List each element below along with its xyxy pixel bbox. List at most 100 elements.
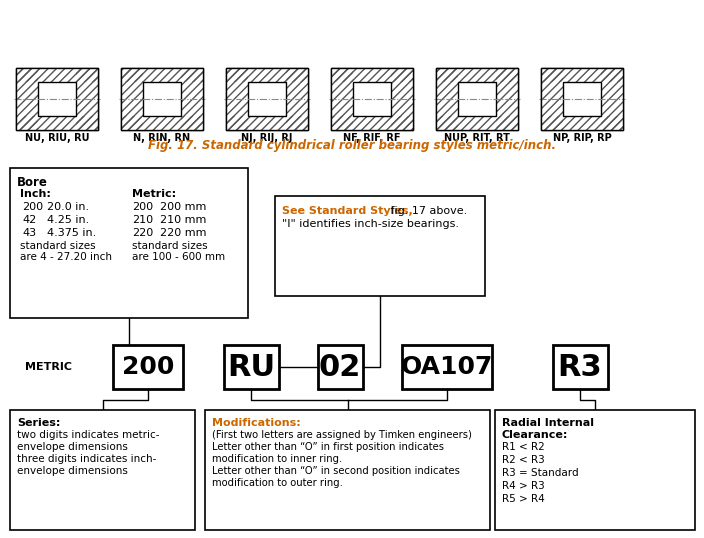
Text: Bore: Bore	[17, 176, 48, 189]
Bar	[286, 68, 308, 130]
Bar	[391, 68, 413, 130]
Bar	[38, 82, 76, 116]
Text: 200: 200	[132, 202, 153, 212]
Bar	[541, 68, 623, 130]
Bar	[331, 68, 413, 130]
Bar	[458, 82, 496, 116]
Bar	[226, 68, 308, 130]
Text: 4.375 in.: 4.375 in.	[47, 228, 96, 238]
Bar	[496, 68, 518, 130]
Bar	[248, 82, 286, 116]
Text: 43: 43	[22, 228, 36, 238]
Bar	[318, 345, 363, 389]
Bar	[436, 68, 518, 82]
Bar	[601, 68, 623, 130]
Bar	[10, 410, 195, 530]
Bar	[436, 116, 518, 130]
Bar	[553, 345, 608, 389]
Text: METRIC: METRIC	[25, 362, 72, 372]
Text: Clearance:: Clearance:	[502, 430, 568, 440]
Bar	[10, 168, 248, 318]
Bar	[226, 68, 308, 82]
Text: Modifications:: Modifications:	[212, 418, 301, 428]
Text: OA107: OA107	[401, 355, 494, 379]
Bar	[121, 68, 203, 82]
Text: 4.25 in.: 4.25 in.	[47, 215, 89, 225]
Text: 220 mm: 220 mm	[160, 228, 206, 238]
Text: RU: RU	[227, 352, 275, 381]
Bar	[181, 68, 203, 130]
Text: R4 > R3: R4 > R3	[502, 481, 545, 491]
Text: 200: 200	[22, 202, 43, 212]
Text: are 4 - 27.20 inch: are 4 - 27.20 inch	[20, 252, 112, 262]
Text: 42: 42	[22, 215, 36, 225]
Text: NJ, RIJ, RJ: NJ, RIJ, RJ	[241, 133, 293, 143]
Bar	[331, 68, 413, 130]
Bar	[436, 116, 518, 130]
Text: (First two letters are assigned by Timken engineers): (First two letters are assigned by Timke…	[212, 430, 472, 440]
Text: NUP, RIT, RT: NUP, RIT, RT	[444, 133, 510, 143]
Bar	[223, 345, 279, 389]
Bar	[286, 68, 308, 130]
Bar	[121, 68, 143, 130]
Text: modification to outer ring.: modification to outer ring.	[212, 478, 343, 488]
Bar	[331, 116, 413, 130]
Bar	[331, 68, 413, 82]
Text: 02: 02	[319, 352, 361, 381]
Text: Series:: Series:	[17, 418, 61, 428]
Bar	[226, 68, 308, 130]
Bar	[436, 68, 458, 130]
Bar	[331, 116, 413, 130]
Bar	[143, 82, 181, 116]
Text: Metric:: Metric:	[132, 189, 176, 199]
Bar	[205, 410, 490, 530]
Text: 20.0 in.: 20.0 in.	[47, 202, 89, 212]
Text: Radial Internal: Radial Internal	[502, 418, 594, 428]
Bar	[16, 68, 38, 130]
Text: standard sizes: standard sizes	[132, 241, 208, 251]
Bar	[436, 68, 458, 130]
Bar	[541, 116, 623, 130]
Text: R1 < R2: R1 < R2	[502, 442, 545, 452]
Text: modification to inner ring.: modification to inner ring.	[212, 454, 342, 464]
Text: two digits indicates metric-: two digits indicates metric-	[17, 430, 160, 440]
Bar	[121, 116, 203, 130]
Bar	[16, 68, 98, 130]
Bar	[495, 410, 695, 530]
Text: NU, RIU, RU: NU, RIU, RU	[25, 133, 89, 143]
Bar	[331, 68, 353, 130]
Text: three digits indicates inch-: three digits indicates inch-	[17, 454, 156, 464]
Text: R3 = Standard: R3 = Standard	[502, 468, 579, 478]
Bar	[76, 68, 98, 130]
Bar	[226, 116, 308, 130]
Bar	[16, 68, 38, 130]
Bar	[121, 116, 203, 130]
Bar	[121, 68, 203, 82]
Text: N, RIN, RN: N, RIN, RN	[134, 133, 191, 143]
Bar	[226, 68, 248, 130]
Bar	[496, 68, 518, 130]
Bar	[563, 82, 601, 116]
Text: standard sizes: standard sizes	[20, 241, 96, 251]
Text: 210 mm: 210 mm	[160, 215, 206, 225]
Bar	[113, 345, 183, 389]
Bar	[391, 68, 413, 130]
Text: 220: 220	[132, 228, 153, 238]
Bar	[541, 68, 623, 130]
Bar	[275, 196, 485, 296]
Bar	[436, 68, 518, 82]
Bar	[541, 116, 623, 130]
Bar	[331, 68, 413, 82]
Text: envelope dimensions: envelope dimensions	[17, 466, 128, 476]
Text: fig. 17 above.: fig. 17 above.	[387, 206, 467, 216]
Bar	[541, 68, 623, 82]
Bar	[541, 68, 563, 130]
Text: NF, RIF, RF: NF, RIF, RF	[344, 133, 401, 143]
Bar	[541, 68, 623, 82]
Bar	[121, 68, 203, 130]
Bar	[181, 68, 203, 130]
Bar	[601, 68, 623, 130]
Text: R2 < R3: R2 < R3	[502, 455, 545, 465]
Text: NP, RIP, RP: NP, RIP, RP	[553, 133, 611, 143]
Text: "I" identifies inch-size bearings.: "I" identifies inch-size bearings.	[282, 219, 459, 229]
